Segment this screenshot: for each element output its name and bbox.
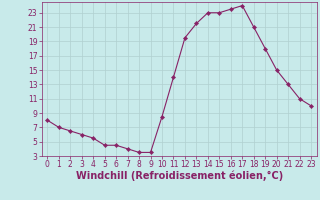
X-axis label: Windchill (Refroidissement éolien,°C): Windchill (Refroidissement éolien,°C) (76, 171, 283, 181)
